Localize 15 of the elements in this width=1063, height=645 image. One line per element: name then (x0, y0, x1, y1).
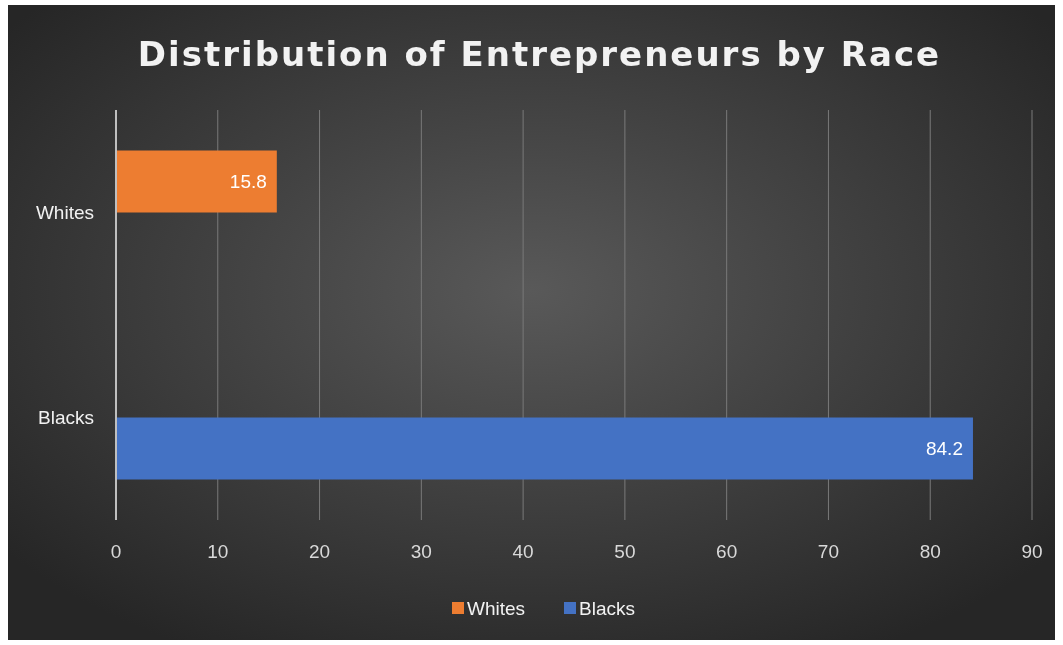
data-label: 84.2 (925, 438, 963, 460)
x-tick-label: 40 (512, 541, 534, 562)
legend-label: Whites (467, 597, 526, 619)
chart-title: Distribution of Entrepreneurs by Race (137, 34, 942, 74)
legend-label: Blacks (579, 597, 635, 619)
x-tick-label: 90 (1021, 541, 1043, 562)
x-tick-label: 60 (716, 541, 738, 562)
x-tick-label: 80 (919, 541, 941, 562)
x-tick-label: 10 (207, 541, 229, 562)
x-tick-label: 0 (110, 541, 122, 562)
x-tick-label: 30 (410, 541, 432, 562)
data-label: 15.8 (229, 171, 267, 193)
x-tick-label: 20 (308, 541, 331, 562)
x-tick-label: 50 (614, 541, 636, 562)
x-tick-label: 70 (817, 541, 840, 562)
